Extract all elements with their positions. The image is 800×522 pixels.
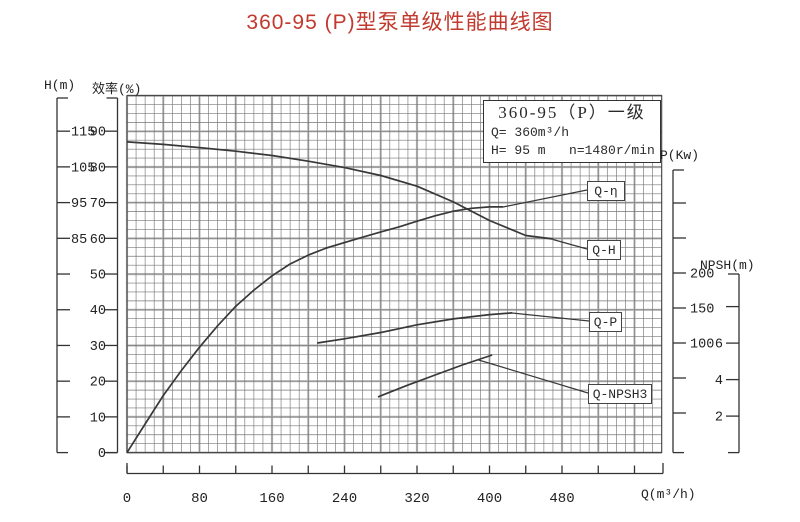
svg-text:85: 85 — [71, 233, 87, 248]
svg-text:320: 320 — [404, 491, 429, 507]
svg-text:10: 10 — [90, 411, 106, 426]
curves — [126, 141, 554, 454]
grid-minor — [126, 95, 663, 453]
pump-flow-text: Q= 360m³/h — [491, 125, 570, 140]
pump-model-text: 360-95（P）一级 — [498, 103, 646, 122]
power-axis-label: P(Kw) — [660, 148, 700, 163]
curve-Q-P — [317, 312, 513, 344]
svg-text:2: 2 — [715, 411, 723, 426]
curve-label-q-npsh3: Q-NPSH3 — [588, 384, 652, 404]
svg-text:20: 20 — [90, 376, 106, 391]
svg-text:50: 50 — [90, 269, 106, 284]
curve-label-q-h: Q-H — [587, 240, 621, 260]
svg-text:80: 80 — [90, 161, 106, 176]
x-axis: 0 80 160 240 320 400 480 — [123, 463, 664, 507]
curve-Q-H — [126, 141, 554, 240]
svg-text:0: 0 — [123, 491, 131, 507]
svg-text:70: 70 — [90, 197, 106, 212]
efficiency-axis-label: 效率(%) — [92, 82, 142, 97]
svg-text:400: 400 — [477, 491, 502, 507]
curve-Q-η — [126, 206, 504, 454]
leader-lines — [478, 189, 590, 394]
svg-text:100: 100 — [690, 338, 714, 353]
svg-text:4: 4 — [715, 374, 723, 389]
flow-axis-label: Q(m³/h) — [641, 487, 696, 502]
svg-text:105: 105 — [71, 161, 95, 176]
svg-text:60: 60 — [90, 233, 106, 248]
svg-text:80: 80 — [191, 491, 208, 507]
svg-text:30: 30 — [90, 340, 106, 355]
svg-text:6: 6 — [715, 338, 723, 353]
pump-spec-box: 360-95（P）一级 Q= 360m³/h H= 95 m n=1480r/m… — [483, 100, 661, 163]
svg-text:160: 160 — [259, 491, 284, 507]
svg-text:480: 480 — [549, 491, 574, 507]
svg-text:95: 95 — [71, 197, 87, 212]
svg-text:150: 150 — [690, 303, 714, 318]
h-axis-label: H(m) — [44, 78, 76, 93]
svg-text:0: 0 — [98, 447, 106, 462]
curve-Q-NPSH3 — [377, 354, 493, 398]
svg-text:240: 240 — [332, 491, 357, 507]
page-title: 360-95 (P)型泵单级性能曲线图 — [246, 11, 554, 34]
plot-border — [126, 95, 663, 454]
svg-text:90: 90 — [90, 126, 106, 141]
svg-text:200: 200 — [690, 268, 714, 283]
curve-label-q-eta: Q-η — [587, 181, 625, 201]
npsh-axis-label: NPSH(m) — [700, 258, 755, 273]
svg-text:115: 115 — [71, 126, 95, 141]
pump-head-speed-text: H= 95 m n=1480r/min — [491, 143, 655, 158]
curve-label-q-p: Q-P — [589, 312, 622, 332]
svg-text:40: 40 — [90, 304, 106, 319]
